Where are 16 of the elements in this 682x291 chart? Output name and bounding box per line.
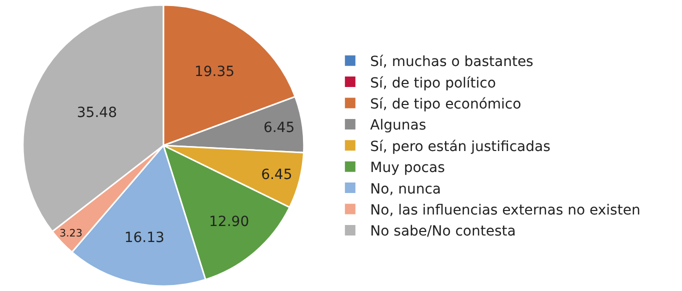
legend-label: Sí, pero están justificadas bbox=[370, 138, 550, 155]
legend-label: Sí, de tipo político bbox=[370, 75, 496, 92]
legend-label: Algunas bbox=[370, 118, 426, 134]
data-label: 35.48 bbox=[76, 104, 117, 121]
data-label: 16.13 bbox=[124, 230, 164, 246]
legend-label: Sí, muchas o bastantes bbox=[370, 54, 534, 70]
legend-label: No sabe/No contesta bbox=[370, 224, 516, 240]
legend-label: No, nunca bbox=[370, 181, 442, 198]
legend-label: No, las influencias externas no existen bbox=[370, 202, 640, 218]
data-label: 6.45 bbox=[261, 166, 292, 183]
legend-label: Sí, de tipo económico bbox=[370, 96, 522, 112]
data-label: 12.90 bbox=[209, 214, 250, 230]
legend-label: Muy pocas bbox=[370, 160, 445, 176]
data-label: 6.45 bbox=[263, 120, 295, 136]
data-label: 3.23 bbox=[59, 227, 82, 240]
data-label: 19.35 bbox=[194, 64, 235, 80]
